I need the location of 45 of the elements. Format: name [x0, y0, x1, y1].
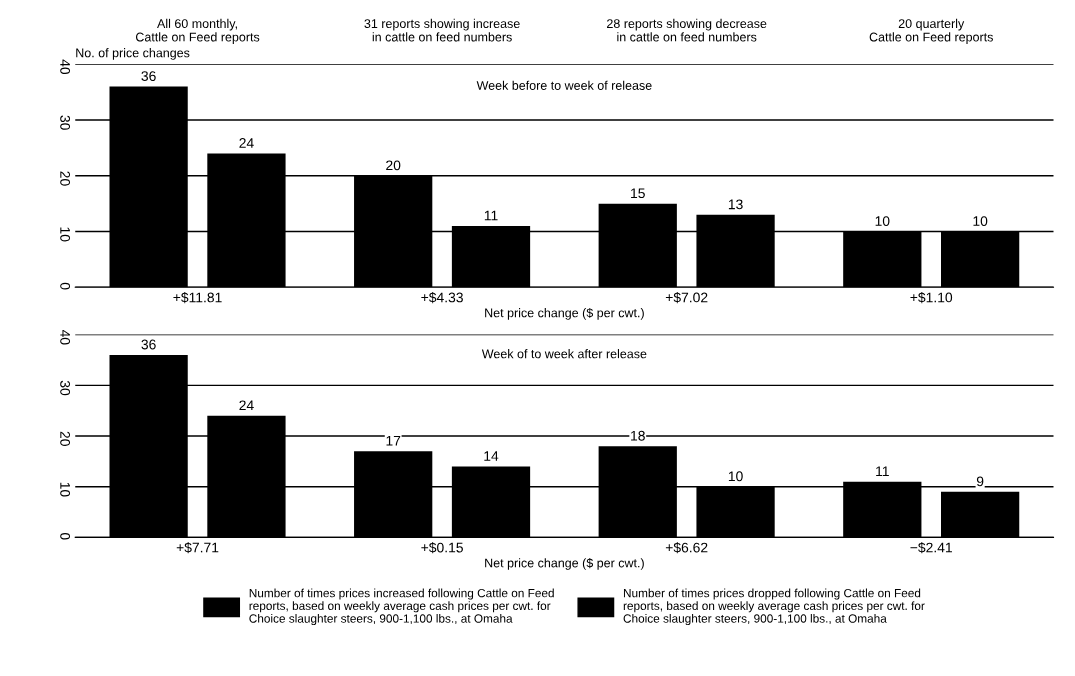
- legend-label: Number of times prices dropped following Cattle on Feed reports, based on weekly average cash prices per cwt. for Choice slaughter steers, 900-1,100 lbs., at Omaha: [623, 588, 925, 626]
- y-tick-label: 10: [60, 482, 71, 497]
- data-label: 24: [239, 138, 254, 148]
- text: 28 reports showing decrease in cattle on feed numbers: [607, 18, 767, 42]
- data-label: 10: [875, 216, 890, 227]
- data-label: 14: [484, 451, 499, 461]
- y-tick-label: 0: [60, 282, 71, 290]
- data-label: 10: [728, 471, 743, 482]
- x-tick-label: +$6.62: [665, 542, 708, 554]
- data-label: 11: [876, 466, 889, 476]
- data-label: 17: [386, 436, 401, 446]
- x-tick-label: +$4.33: [421, 291, 463, 304]
- y-axis-title: No. of price changes: [76, 48, 190, 60]
- data-label: 20: [386, 160, 401, 171]
- y-tick-label: 20: [60, 431, 71, 446]
- y-tick-label: 40: [60, 329, 71, 345]
- x-axis-title: Net price change ($ per cwt.): [485, 558, 644, 570]
- x-tick-label: −$2.41: [910, 542, 952, 554]
- y-tick-label: 10: [60, 227, 71, 242]
- x-tick-label: +$7.71: [176, 542, 219, 554]
- x-tick-label: +$11.81: [173, 291, 222, 304]
- y-tick-label: 30: [60, 380, 71, 396]
- x-tick-label: +$1.10: [910, 291, 953, 304]
- text: Week before to week of release: [476, 80, 652, 90]
- text: All 60 monthly, Cattle on Feed reports: [135, 18, 260, 44]
- data-label: 11: [484, 210, 498, 221]
- y-tick-label: 20: [60, 171, 71, 186]
- y-tick-label: 30: [60, 115, 71, 130]
- data-label: 10: [973, 216, 988, 227]
- legend-label: Number of times prices increased following Cattle on Feed reports, based on weekly average cash prices per cwt. for Choice slaughter steers, 900-1,100 lbs., at Omaha: [249, 588, 554, 626]
- text: Week of to week after release: [481, 349, 647, 359]
- data-label: 9: [976, 476, 984, 487]
- x-tick-label: +$0.15: [421, 542, 463, 554]
- text: 31 reports showing increase in cattle on feed numbers: [364, 18, 520, 42]
- y-tick-label: 0: [60, 532, 71, 540]
- x-tick-label: +$7.02: [665, 291, 708, 304]
- y-tick-label: 40: [60, 59, 71, 75]
- data-label: 36: [141, 71, 156, 81]
- x-axis-title: Net price change ($ per cwt.): [485, 307, 644, 320]
- text: 20 quarterly Cattle on Feed reports: [869, 18, 993, 44]
- data-label: 13: [728, 199, 743, 210]
- data-label: 18: [631, 430, 645, 441]
- data-label: 15: [631, 188, 645, 199]
- data-label: 36: [141, 339, 156, 350]
- data-label: 24: [239, 400, 254, 411]
